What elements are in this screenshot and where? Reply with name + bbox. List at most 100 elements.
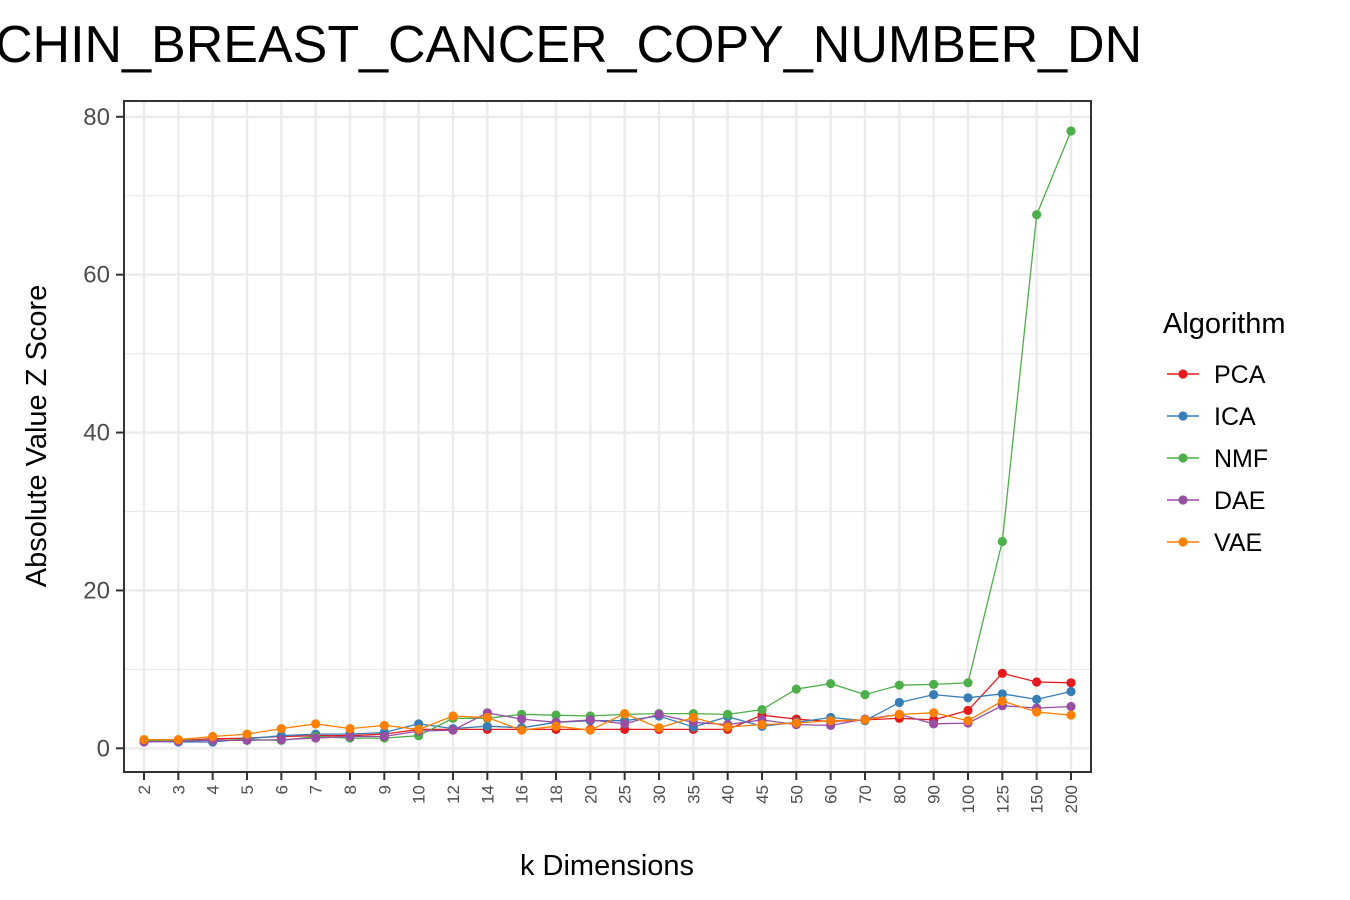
data-point-vae [688,712,698,723]
data-point-nmf [1066,126,1076,136]
data-point-vae [894,709,904,719]
legend-item-ica: ICA [1167,403,1256,431]
x-tick-label: 9 [375,785,394,794]
data-point-vae [1066,710,1076,720]
data-point-nmf [826,678,836,689]
data-point-vae [654,723,664,733]
data-point-vae [208,731,218,742]
x-tick-label: 200 [1062,785,1081,813]
x-tick-label: 5 [238,785,257,794]
x-tick-label: 2 [135,785,154,794]
legend-label: ICA [1214,403,1256,431]
legend-item-dae: DAE [1167,487,1265,515]
x-axis: 2 3 4 5 6 7 8 9 10 12 14 16 18 20 25 30 35 40 45 50 60 70 80 90… [135,772,1081,813]
series-line-ica [143,690,1072,743]
y-axis-title: Absolute Value Z Score [21,285,53,588]
series-dae [139,701,1076,747]
data-point-pca [1066,678,1076,688]
y-tick-label: 80 [83,104,110,131]
y-axis: 0 20 40 60 80 [83,104,124,762]
series-layer [139,126,1076,747]
data-point-nmf [963,678,973,688]
x-tick-label: 3 [169,785,188,794]
legend-title: Algorithm [1163,308,1286,340]
legend-label: NMF [1214,445,1268,473]
data-point-nmf [929,679,939,689]
x-tick-label: 16 [513,785,532,804]
x-tick-label: 150 [1028,785,1047,813]
legend-key-point [1178,411,1188,421]
legend-key-point [1178,369,1188,379]
data-point-pca [963,705,973,716]
data-point-dae [311,733,321,743]
x-tick-label: 35 [684,785,703,804]
x-tick-label: 125 [993,785,1012,813]
data-point-vae [173,735,183,745]
data-point-nmf [551,710,561,720]
data-point-vae [929,708,939,718]
data-point-vae [276,723,286,734]
data-point-vae [620,708,630,719]
data-point-dae [276,735,286,745]
data-point-vae [345,723,355,734]
data-point-nmf [860,690,870,700]
data-point-vae [791,718,801,728]
legend-label: PCA [1214,361,1266,389]
x-tick-label: 4 [204,785,223,794]
legend-key-point [1178,453,1188,463]
data-point-vae [139,735,149,745]
data-point-ica [929,690,939,700]
data-point-vae [414,724,424,734]
y-tick-label: 40 [83,420,110,447]
legend-label: DAE [1214,487,1265,515]
x-tick-label: 8 [341,785,360,794]
data-point-nmf [757,705,767,715]
x-tick-label: 30 [650,785,669,804]
data-point-dae [345,731,355,742]
x-tick-label: 6 [272,785,291,794]
y-tick-label: 20 [83,577,110,604]
x-tick-label: 50 [787,785,806,804]
data-point-ica [894,697,904,708]
data-point-vae [723,722,733,732]
data-point-vae [311,719,321,729]
x-tick-label: 90 [925,785,944,804]
y-tick-label: 60 [83,262,110,289]
data-point-vae [585,725,595,735]
data-point-vae [517,725,527,735]
legend-item-nmf: NMF [1167,445,1268,473]
data-point-ica [1066,686,1076,697]
data-point-ica [482,721,492,731]
data-point-vae [482,712,492,723]
x-tick-label: 7 [307,785,326,794]
data-point-nmf [1032,210,1042,220]
series-line-nmf [144,130,1072,742]
data-point-vae [1032,707,1042,717]
data-point-dae [1066,701,1076,712]
x-tick-label: 80 [890,785,909,804]
x-tick-label: 60 [822,785,841,804]
x-tick-label: 100 [959,785,978,813]
legend-item-vae: VAE [1167,529,1262,557]
data-point-pca [997,668,1007,678]
data-point-vae [448,711,458,721]
series-vae [139,696,1076,745]
data-point-ica [963,693,973,703]
series-line-vae [144,700,1072,741]
x-tick-label: 25 [616,785,635,804]
x-axis-title: k Dimensions [520,850,694,882]
legend-label: VAE [1214,529,1262,557]
data-point-dae [242,735,252,746]
x-tick-label: 14 [478,785,497,804]
data-point-dae [517,714,527,724]
legend-item-pca: PCA [1167,361,1266,389]
series-nmf [139,126,1076,746]
chart-title: CHIN_BREAST_CANCER_COPY_NUMBER_DN [0,16,1142,74]
data-point-vae [757,720,767,730]
data-point-dae [379,731,389,742]
data-point-nmf [894,680,904,690]
x-tick-label: 70 [856,785,875,804]
grid [124,101,1091,772]
data-point-pca [1032,677,1042,687]
panel-border [123,100,1092,773]
